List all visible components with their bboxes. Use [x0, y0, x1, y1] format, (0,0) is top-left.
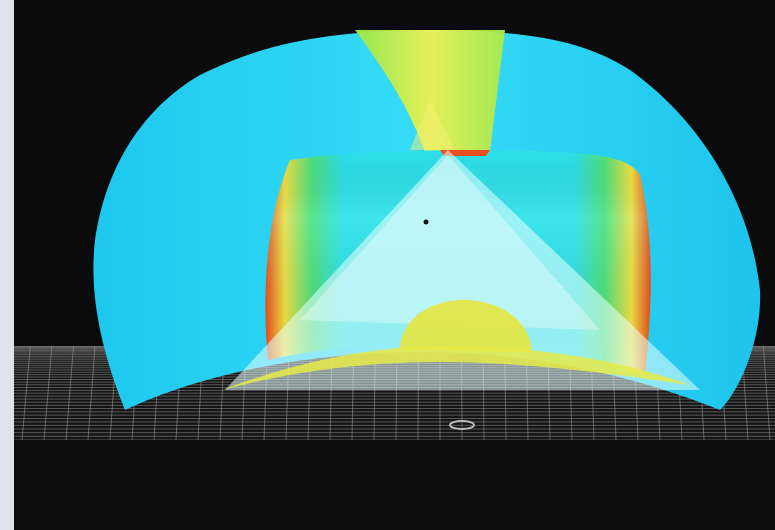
source-point	[423, 219, 429, 225]
lower-panel	[14, 440, 775, 530]
cone-core	[300, 155, 600, 330]
side-panel	[0, 0, 14, 530]
cone-light	[225, 150, 700, 390]
cone-tip	[410, 100, 455, 150]
center-dome	[400, 300, 532, 352]
base-ring	[222, 346, 690, 390]
top-band	[355, 30, 505, 152]
origin-marker	[449, 420, 475, 430]
